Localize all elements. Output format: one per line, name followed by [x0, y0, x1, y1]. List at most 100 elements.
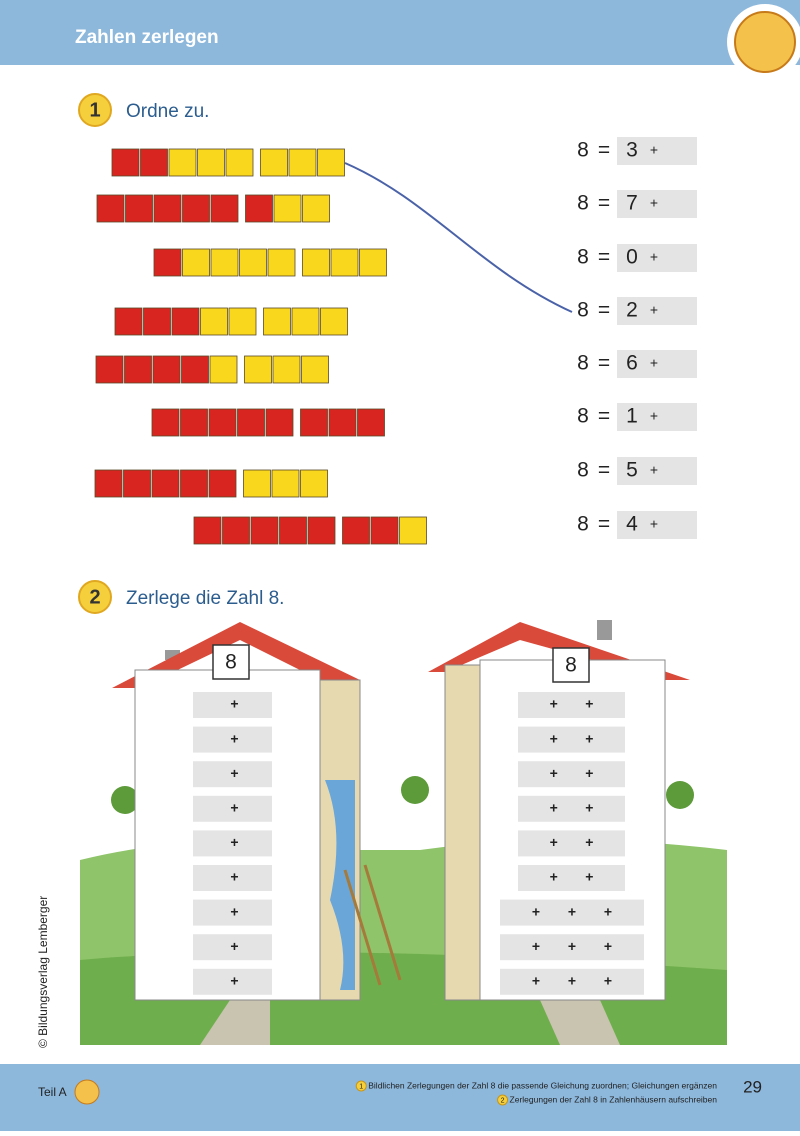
- house-side: [444, 664, 481, 1001]
- house-row: [193, 830, 272, 857]
- equation-part: +: [650, 142, 658, 158]
- path: [200, 1000, 270, 1045]
- equation-part: 8: [577, 139, 589, 162]
- equation-part: =: [598, 139, 610, 162]
- red-square: [357, 408, 385, 437]
- yellow-square: [300, 469, 328, 498]
- house-row: [500, 934, 644, 961]
- equation-part: +: [650, 516, 658, 532]
- equation-part: 8: [577, 405, 589, 428]
- note-badge: [497, 1094, 509, 1106]
- equation-part: +: [650, 302, 658, 318]
- yellow-square: [260, 148, 288, 177]
- plus-sign: +: [230, 903, 238, 919]
- red-square: [307, 516, 336, 545]
- equation-part: =: [598, 513, 610, 536]
- plus-sign: +: [585, 869, 593, 885]
- red-square: [181, 355, 209, 384]
- yellow-square: [182, 248, 210, 277]
- red-square: [151, 469, 180, 498]
- house-number: 8: [565, 654, 577, 677]
- red-square: [279, 516, 307, 545]
- equation-part: 5: [626, 459, 638, 482]
- answer-box: [617, 244, 697, 272]
- plus-sign: +: [230, 938, 238, 954]
- red-square: [125, 194, 153, 223]
- plus-sign: +: [585, 765, 593, 781]
- red-square: [245, 194, 273, 223]
- equation-part: =: [598, 192, 610, 215]
- yellow-square: [359, 248, 387, 277]
- ladder: [363, 864, 402, 981]
- equation-part: 8: [577, 246, 589, 269]
- ladder: [343, 869, 382, 986]
- plus-sign: +: [230, 765, 238, 781]
- house-row: [518, 865, 625, 891]
- red-square: [265, 408, 294, 437]
- red-square: [111, 148, 140, 177]
- equation-part: =: [598, 352, 610, 375]
- yellow-square: [302, 248, 330, 277]
- header-band: [0, 0, 800, 65]
- note-badge: [355, 1080, 367, 1092]
- yellow-square: [330, 248, 359, 277]
- equation-part: +: [650, 462, 658, 478]
- answer-box: [617, 511, 697, 539]
- note-number: 2: [501, 1097, 505, 1104]
- exercise-badge: [78, 580, 112, 614]
- exercise-badge: [78, 93, 112, 127]
- equation-part: 1: [626, 405, 638, 428]
- footer-note: Bildlichen Zerlegungen der Zahl 8 die pa…: [368, 1080, 717, 1090]
- plus-sign: +: [230, 869, 238, 885]
- yellow-square: [317, 148, 345, 177]
- plus-sign: +: [604, 938, 612, 954]
- chimney: [165, 650, 180, 660]
- answer-box: [617, 403, 697, 431]
- yellow-square: [244, 355, 272, 384]
- red-square: [153, 194, 182, 223]
- red-square: [140, 148, 168, 177]
- red-square: [210, 194, 239, 223]
- red-square: [250, 516, 279, 545]
- plus-sign: +: [604, 973, 612, 989]
- footer-band: [0, 1064, 800, 1131]
- yellow-square: [291, 307, 320, 336]
- yellow-square: [320, 307, 348, 336]
- tiger-logo: [734, 11, 796, 73]
- equation-part: =: [598, 299, 610, 322]
- plus-sign: +: [230, 730, 238, 746]
- plus-sign: +: [532, 938, 540, 954]
- yellow-square: [243, 469, 271, 498]
- chimney: [597, 620, 612, 640]
- equation-part: 0: [626, 246, 638, 269]
- house-row: [193, 726, 272, 753]
- yellow-square: [267, 248, 296, 277]
- plus-sign: +: [568, 973, 576, 989]
- plus-sign: +: [585, 834, 593, 850]
- equation-part: 8: [577, 352, 589, 375]
- red-square: [182, 194, 210, 223]
- red-square: [124, 355, 152, 384]
- answer-box: [617, 297, 697, 325]
- yellow-square: [263, 307, 291, 336]
- red-square: [208, 408, 237, 437]
- house-row: [193, 934, 272, 961]
- yellow-square: [197, 148, 225, 177]
- house-row: [518, 830, 625, 857]
- red-square: [300, 408, 328, 437]
- house-row: [193, 795, 272, 822]
- mural: [325, 780, 355, 990]
- red-square: [151, 408, 180, 437]
- part-label: Teil A: [38, 1085, 67, 1099]
- equation-part: 6: [626, 352, 638, 375]
- house-row: [518, 761, 625, 788]
- plus-sign: +: [230, 696, 238, 712]
- footer-note: Zerlegungen der Zahl 8 in Zahlenhäusern …: [510, 1094, 718, 1104]
- red-square: [222, 516, 250, 545]
- plus-sign: +: [550, 800, 558, 816]
- plus-sign: +: [532, 903, 540, 919]
- equation-part: =: [598, 405, 610, 428]
- yellow-square: [209, 355, 238, 384]
- answer-box: [617, 350, 697, 378]
